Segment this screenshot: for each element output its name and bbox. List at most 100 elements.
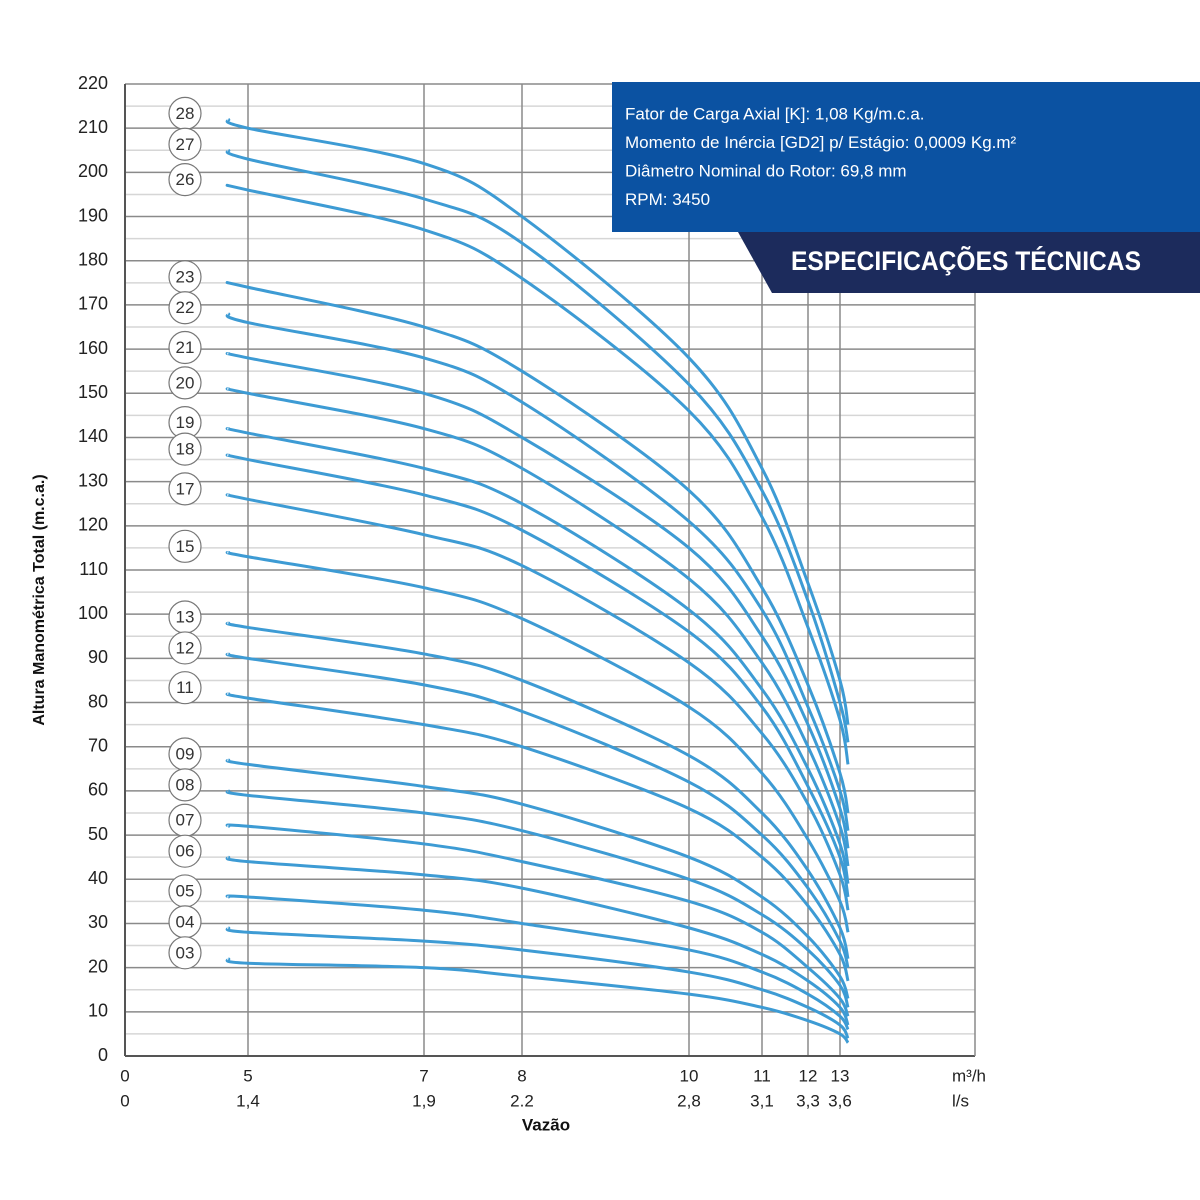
y-tick-label: 140 [78, 426, 108, 446]
pump-curve [225, 387, 850, 867]
pump-curve [225, 789, 850, 1008]
curve-label: 22 [176, 298, 195, 317]
curve-label: 09 [176, 744, 195, 763]
y-tick-label: 30 [88, 912, 108, 932]
curve-label-circle [168, 834, 202, 868]
curve-label-circle [168, 529, 202, 563]
pump-curve [225, 427, 850, 884]
y-tick-label: 40 [88, 868, 108, 888]
curve-label: 08 [176, 775, 195, 794]
x2-tick-label: 0 [120, 1091, 129, 1110]
y-tick-label: 220 [78, 73, 108, 93]
x2-tick-label: 2.2 [510, 1091, 534, 1110]
pump-curve [225, 823, 850, 1017]
y-tick-label: 70 [88, 735, 108, 755]
pump-curve [225, 692, 850, 982]
curve-label: 03 [176, 943, 195, 962]
curve-label: 18 [176, 440, 195, 459]
curve-label: 12 [176, 638, 195, 657]
y-tick-label: 120 [78, 515, 108, 535]
x-tick-label: 0 [120, 1066, 129, 1085]
y-tick-label: 80 [88, 691, 108, 711]
curve-label-circle [168, 330, 202, 365]
curve-label: 26 [176, 170, 195, 189]
x2-tick-label: 1,4 [236, 1091, 260, 1110]
x-tick-label: 10 [680, 1066, 699, 1085]
y-tick-label: 10 [88, 1001, 108, 1021]
pump-curve [225, 351, 850, 849]
y-tick-label: 20 [88, 956, 108, 976]
pump-curve [225, 312, 850, 831]
y-tick-label: 130 [78, 470, 108, 490]
curve-label: 21 [176, 338, 195, 357]
x2-tick-label: 3,6 [828, 1091, 852, 1110]
x-tick-label: 11 [753, 1066, 771, 1085]
curve-label-circle [168, 768, 202, 802]
curve-label-circle [168, 432, 202, 466]
labels: 0102030405060708090100110120130140150160… [78, 73, 852, 1111]
y-tick-label: 170 [78, 294, 108, 314]
info-box [612, 82, 1200, 232]
x-tick-label: 13 [831, 1066, 850, 1085]
y-tick-label: 50 [88, 824, 108, 844]
pump-curve [225, 855, 850, 1026]
y-tick-label: 210 [78, 117, 108, 137]
y-tick-label: 90 [88, 647, 108, 667]
x-unit: m³/h [952, 1066, 986, 1085]
x-axis-title: Vazão [522, 1115, 570, 1134]
spec-line: Momento de Inércia [GD2] p/ Estágio: 0,0… [625, 133, 1017, 152]
curve-label-circle [168, 291, 202, 325]
y-axis-title: Altura Manométrica Total (m.c.a.) [31, 474, 48, 725]
pump-curve [225, 183, 850, 765]
x2-tick-label: 3,3 [796, 1091, 820, 1110]
y-tick-label: 190 [78, 205, 108, 225]
x-tick-label: 12 [799, 1066, 818, 1085]
spec-line: Diâmetro Nominal do Rotor: 69,8 mm [625, 161, 907, 180]
curve-label: 15 [176, 537, 195, 556]
y-tick-label: 0 [98, 1045, 108, 1065]
curve-label: 04 [176, 912, 195, 931]
y-tick-label: 180 [78, 249, 108, 269]
curves [225, 117, 850, 1044]
pump-curve [225, 621, 850, 960]
pump-curve [225, 453, 850, 898]
curve-label-circle [168, 472, 202, 506]
y-tick-label: 150 [78, 382, 108, 402]
y-tick-label: 110 [79, 559, 108, 579]
y-tick-label: 160 [78, 338, 108, 358]
curve-label-circle [168, 127, 202, 161]
pump-curve [225, 281, 850, 814]
x2-tick-label: 1,9 [412, 1091, 436, 1110]
curve-label: 23 [176, 267, 195, 286]
curve-label: 11 [176, 678, 194, 697]
curve-label: 20 [176, 373, 195, 392]
curve-label: 05 [176, 881, 195, 900]
pump-curve [225, 117, 850, 725]
curve-label: 13 [176, 608, 195, 627]
y-tick-label: 60 [88, 780, 108, 800]
pump-curve [225, 926, 850, 1040]
y-tick-label: 100 [78, 603, 108, 623]
x2-unit: l/s [952, 1091, 969, 1110]
curve-label-circle [168, 936, 202, 970]
pump-curve [225, 550, 850, 933]
pump-curve [225, 758, 850, 1000]
curve-label: 06 [176, 842, 195, 861]
banner-shape [738, 232, 1200, 293]
x-tick-label: 7 [419, 1066, 428, 1085]
curve-label-circle [168, 163, 202, 197]
x-tick-label: 5 [243, 1066, 252, 1085]
curve-label-circle [168, 671, 202, 705]
curve-label: 27 [176, 135, 195, 154]
y-tick-label: 200 [78, 161, 108, 181]
curve-label-circle [168, 631, 202, 665]
pump-curve [225, 957, 850, 1044]
x2-tick-label: 2,8 [677, 1091, 701, 1110]
pump-curve [225, 652, 850, 969]
pump-curve [225, 493, 850, 911]
x2-tick-label: 3,1 [750, 1091, 774, 1110]
spec-line: RPM: 3450 [625, 190, 710, 209]
curve-label: 07 [176, 811, 195, 830]
